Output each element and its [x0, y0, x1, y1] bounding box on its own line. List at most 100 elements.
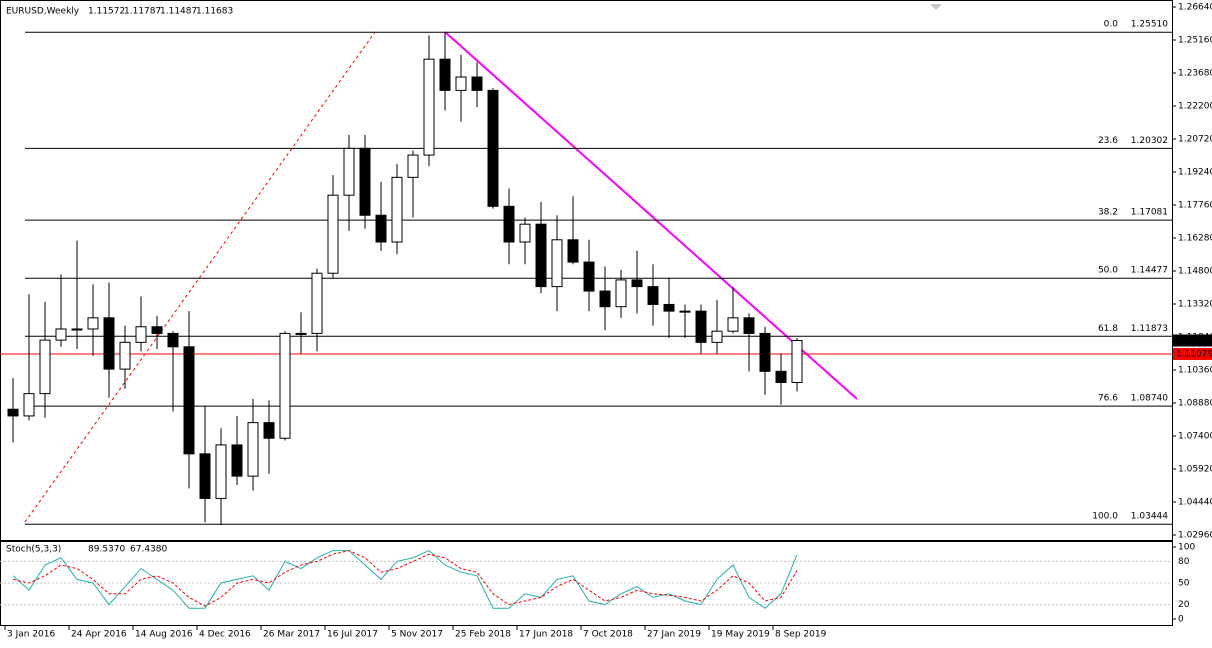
fib-ratio: 38.2 — [1098, 208, 1118, 218]
candle-body — [39, 339, 51, 395]
shift-marker — [930, 4, 942, 10]
candle-body — [615, 279, 627, 308]
indicator-title: Stoch(5,3,3) — [6, 545, 61, 555]
fib-base-line — [24, 31, 376, 523]
candle-body — [647, 286, 659, 305]
header-high: 1.11787 — [124, 7, 161, 17]
candle-body — [663, 303, 675, 312]
candle-body — [247, 422, 259, 477]
candle-body — [567, 239, 579, 263]
candle-body — [487, 89, 499, 207]
indicator-tick-label: 0 — [1178, 615, 1184, 625]
x-tick-label: 17 Jun 2018 — [519, 630, 573, 640]
price-box — [1173, 347, 1212, 360]
candle-body — [503, 205, 515, 243]
candle-body — [455, 76, 467, 91]
indicator-signal-value: 67.4380 — [130, 545, 167, 555]
candle-body — [55, 328, 67, 341]
price-label: 1.11079 — [1176, 349, 1212, 359]
y-tick-label: 1.22200 — [1178, 102, 1212, 112]
candle-body — [519, 223, 531, 243]
candle-body — [743, 317, 755, 334]
candle-body — [759, 332, 771, 372]
candle-body — [263, 422, 275, 439]
candle-body — [583, 261, 595, 292]
x-tick-label: 27 Jan 2019 — [647, 630, 701, 640]
indicator-tick-label: 100 — [1178, 543, 1195, 553]
candle-body — [471, 76, 483, 91]
x-tick-label: 4 Dec 2016 — [199, 630, 251, 640]
fib-price: 1.08740 — [1131, 394, 1168, 404]
y-tick-label: 1.20720 — [1178, 135, 1212, 145]
y-tick-label: 1.14800 — [1178, 267, 1212, 277]
fib-ratio: 100.0 — [1092, 512, 1118, 522]
header-close: 1.11683 — [196, 7, 233, 17]
candle-body — [695, 310, 707, 343]
trend-line — [444, 31, 858, 400]
indicator-line — [12, 550, 798, 607]
x-tick-label: 25 Feb 2018 — [455, 630, 511, 640]
fib-price: 1.11873 — [1131, 324, 1168, 334]
candle-body — [343, 147, 355, 196]
x-tick-label: 8 Sep 2019 — [775, 630, 827, 640]
y-tick-label: 1.19240 — [1178, 168, 1212, 178]
y-tick-label: 1.16280 — [1178, 234, 1212, 244]
price-label: 1.11683 — [1176, 336, 1212, 346]
candle-body — [599, 290, 611, 308]
x-tick-label: 14 Aug 2016 — [135, 630, 193, 640]
candle-body — [7, 408, 19, 417]
candle-body — [215, 444, 227, 499]
x-tick-label: 3 Jan 2016 — [7, 630, 55, 640]
candle-body — [23, 393, 35, 417]
candle-body — [199, 453, 211, 499]
candle-body — [327, 194, 339, 274]
fib-price: 1.20302 — [1131, 136, 1168, 146]
candle-body — [295, 332, 307, 335]
candle-body — [711, 330, 723, 343]
candle-body — [231, 444, 243, 477]
x-tick-label: 16 Jul 2017 — [327, 630, 378, 640]
candle-body — [791, 340, 803, 383]
candle-body — [391, 176, 403, 243]
candle-body — [439, 58, 451, 91]
fib-price: 1.14477 — [1131, 266, 1168, 276]
candle-body — [407, 154, 419, 178]
candle-body — [679, 310, 691, 313]
y-tick-label: 1.05920 — [1178, 465, 1212, 475]
x-tick-label: 5 Nov 2017 — [391, 630, 443, 640]
candle-body — [727, 317, 739, 332]
symbol: EURUSD,Weekly — [6, 7, 80, 17]
header-open: 1.11572 — [88, 7, 125, 17]
candle-body — [551, 239, 563, 288]
x-tick-label: 26 Mar 2017 — [263, 630, 320, 640]
candle-body — [279, 332, 291, 439]
candle-body — [103, 317, 115, 370]
x-tick-label: 24 Apr 2016 — [71, 630, 127, 640]
fib-price: 1.17081 — [1131, 208, 1168, 218]
y-tick-label: 1.26640 — [1178, 3, 1212, 13]
candle-body — [535, 223, 547, 288]
indicator-tick-label: 80 — [1178, 557, 1190, 567]
y-tick-label: 1.07400 — [1178, 432, 1212, 442]
marks: 1.26640 1.25160 1.23680 1.22200 1.20720 1.192… — [0, 3, 1212, 640]
header-low: 1.11487 — [160, 7, 197, 17]
candle-body — [359, 147, 371, 216]
fib-ratio: 61.8 — [1098, 324, 1118, 334]
candle-body — [311, 272, 323, 334]
candle-body — [423, 58, 435, 156]
fib-ratio: 0.0 — [1104, 20, 1119, 30]
candle-body — [775, 370, 787, 383]
fib-ratio: 23.6 — [1098, 136, 1118, 146]
x-tick-label: 19 May 2019 — [711, 630, 770, 640]
candle-body — [375, 214, 387, 243]
candle-body — [631, 279, 643, 288]
y-tick-label: 1.02960 — [1178, 531, 1212, 541]
fib-price: 1.03444 — [1131, 512, 1168, 522]
candle-body — [167, 332, 179, 348]
candle-body — [119, 341, 131, 370]
indicator-tick-label: 50 — [1178, 579, 1190, 589]
fib-price: 1.25510 — [1131, 20, 1168, 30]
x-tick-label: 7 Oct 2018 — [583, 630, 633, 640]
